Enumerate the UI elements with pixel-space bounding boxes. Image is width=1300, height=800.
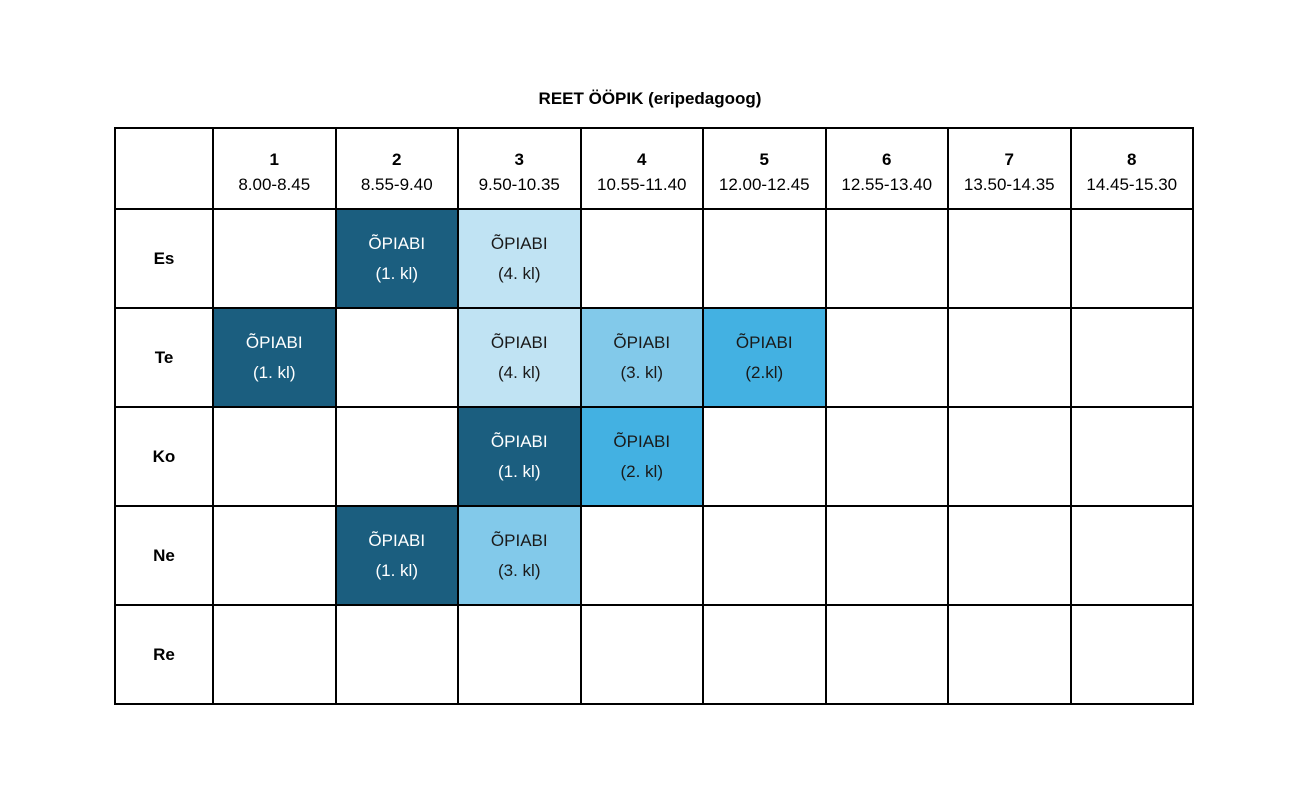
- schedule-body: 1 8.00-8.45 2 8.55-9.40 3 9.50-10.35 4 10.55-11…: [114, 127, 1194, 705]
- empty-cell: [579, 208, 704, 309]
- period-number: 7: [1004, 149, 1014, 169]
- empty-cell: [334, 406, 459, 507]
- empty-cell: [334, 307, 459, 408]
- period-time: 14.45-15.30: [1086, 174, 1178, 194]
- empty-cell: [824, 307, 949, 408]
- empty-cell: [1069, 307, 1194, 408]
- empty-cell: [824, 208, 949, 309]
- empty-cell: [579, 604, 704, 705]
- period-number: 2: [392, 149, 402, 169]
- period-time: 8.55-9.40: [360, 174, 433, 194]
- day-label: Te: [114, 307, 214, 408]
- lesson-title: ÕPIABI: [245, 332, 303, 352]
- lesson-class: (1. kl): [375, 560, 419, 580]
- lesson-title: ÕPIABI: [735, 332, 793, 352]
- lesson-title: ÕPIABI: [613, 332, 671, 352]
- period-time: 12.55-13.40: [841, 174, 933, 194]
- empty-cell: [702, 604, 827, 705]
- lesson-class: (2.kl): [745, 362, 784, 382]
- lesson-class: (1. kl): [498, 461, 541, 481]
- lesson-cell: ÕPIABI (1. kl): [334, 505, 459, 606]
- day-label: Es: [114, 208, 214, 309]
- empty-cell: [212, 604, 337, 705]
- period-header-4: 4 10.55-11.40: [579, 127, 704, 210]
- empty-cell: [212, 505, 337, 606]
- period-header-2: 2 8.55-9.40: [334, 127, 459, 210]
- empty-cell: [1069, 505, 1194, 606]
- day-row-es: Es ÕPIABI (1. kl) ÕPIABI (4. kl): [114, 208, 1194, 309]
- lesson-cell: ÕPIABI (3. kl): [457, 505, 582, 606]
- empty-cell: [1069, 604, 1194, 705]
- lesson-cell: ÕPIABI (2.kl): [702, 307, 827, 408]
- lesson-cell: ÕPIABI (1. kl): [457, 406, 582, 507]
- empty-cell: [824, 604, 949, 705]
- empty-cell: [212, 406, 337, 507]
- empty-cell: [824, 406, 949, 507]
- day-row-ne: Ne ÕPIABI (1. kl) ÕPIABI (3. kl): [114, 505, 1194, 606]
- lesson-cell: ÕPIABI (2. kl): [579, 406, 704, 507]
- lesson-class: (3. kl): [498, 560, 541, 580]
- corner-cell: [114, 127, 214, 210]
- lesson-class: (4. kl): [498, 263, 541, 283]
- period-time: 10.55-11.40: [597, 174, 687, 194]
- empty-cell: [334, 604, 459, 705]
- period-header-1: 1 8.00-8.45: [212, 127, 337, 210]
- lesson-title: ÕPIABI: [490, 332, 548, 352]
- period-time: 9.50-10.35: [478, 174, 560, 194]
- lesson-cell: ÕPIABI (3. kl): [579, 307, 704, 408]
- period-time: 12.00-12.45: [718, 174, 810, 194]
- empty-cell: [947, 406, 1072, 507]
- period-number: 5: [759, 149, 769, 169]
- empty-cell: [947, 604, 1072, 705]
- empty-cell: [947, 505, 1072, 606]
- lesson-title: ÕPIABI: [490, 233, 548, 253]
- empty-cell: [1069, 208, 1194, 309]
- day-row-te: Te ÕPIABI (1. kl) ÕPIABI (4. kl) ÕPIABI (3. kl…: [114, 307, 1194, 408]
- lesson-class: (2. kl): [620, 461, 664, 481]
- lesson-title: ÕPIABI: [613, 431, 671, 451]
- lesson-title: ÕPIABI: [490, 431, 548, 451]
- period-number: 8: [1127, 149, 1137, 169]
- lesson-title: ÕPIABI: [490, 530, 548, 550]
- empty-cell: [947, 208, 1072, 309]
- period-number: 1: [269, 149, 279, 169]
- empty-cell: [702, 406, 827, 507]
- lesson-title: ÕPIABI: [368, 233, 426, 253]
- schedule-table: 1 8.00-8.45 2 8.55-9.40 3 9.50-10.35 4 10.55-11…: [114, 127, 1194, 705]
- lesson-cell: ÕPIABI (1. kl): [212, 307, 337, 408]
- empty-cell: [702, 208, 827, 309]
- lesson-class: (1. kl): [375, 263, 419, 283]
- lesson-class: (3. kl): [620, 362, 664, 382]
- lesson-cell: ÕPIABI (4. kl): [457, 208, 582, 309]
- period-number: 3: [514, 149, 524, 169]
- day-label: Ko: [114, 406, 214, 507]
- day-label: Ne: [114, 505, 214, 606]
- period-header-3: 3 9.50-10.35: [457, 127, 582, 210]
- period-time: 13.50-14.35: [963, 174, 1055, 194]
- lesson-title: ÕPIABI: [368, 530, 426, 550]
- empty-cell: [212, 208, 337, 309]
- empty-cell: [579, 505, 704, 606]
- page-title: REET ÖÖPIK (eripedagoog): [538, 89, 762, 108]
- header-row: 1 8.00-8.45 2 8.55-9.40 3 9.50-10.35 4 10.55-11…: [114, 127, 1194, 210]
- period-header-7: 7 13.50-14.35: [947, 127, 1072, 210]
- lesson-class: (1. kl): [253, 362, 296, 382]
- empty-cell: [457, 604, 582, 705]
- day-label: Re: [114, 604, 214, 705]
- period-header-6: 6 12.55-13.40: [824, 127, 949, 210]
- period-header-8: 8 14.45-15.30: [1069, 127, 1194, 210]
- period-header-5: 5 12.00-12.45: [702, 127, 827, 210]
- empty-cell: [824, 505, 949, 606]
- empty-cell: [947, 307, 1072, 408]
- period-time: 8.00-8.45: [238, 174, 311, 194]
- empty-cell: [702, 505, 827, 606]
- period-number: 6: [882, 149, 892, 169]
- period-number: 4: [637, 149, 647, 169]
- day-row-re: Re: [114, 604, 1194, 705]
- lesson-cell: ÕPIABI (1. kl): [334, 208, 459, 309]
- empty-cell: [1069, 406, 1194, 507]
- lesson-class: (4. kl): [498, 362, 541, 382]
- day-row-ko: Ko ÕPIABI (1. kl) ÕPIABI (2. kl): [114, 406, 1194, 507]
- lesson-cell: ÕPIABI (4. kl): [457, 307, 582, 408]
